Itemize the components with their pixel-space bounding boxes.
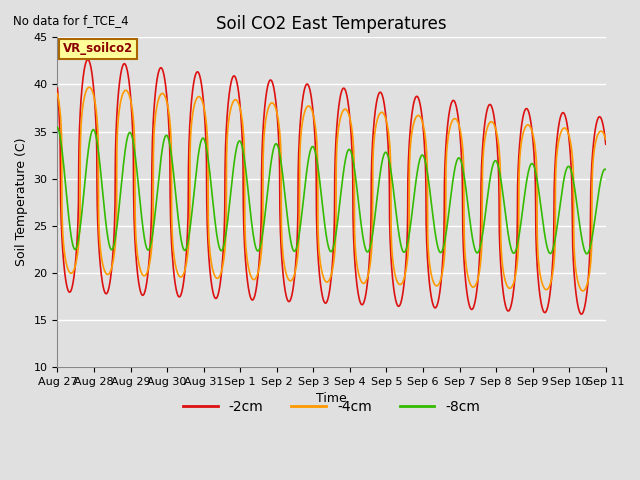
Title: Soil CO2 East Temperatures: Soil CO2 East Temperatures — [216, 15, 447, 33]
X-axis label: Time: Time — [316, 392, 347, 405]
Text: No data for f_TCE_4: No data for f_TCE_4 — [13, 14, 129, 27]
Legend: -2cm, -4cm, -8cm: -2cm, -4cm, -8cm — [177, 394, 486, 420]
Y-axis label: Soil Temperature (C): Soil Temperature (C) — [15, 138, 28, 266]
Text: VR_soilco2: VR_soilco2 — [63, 42, 133, 55]
